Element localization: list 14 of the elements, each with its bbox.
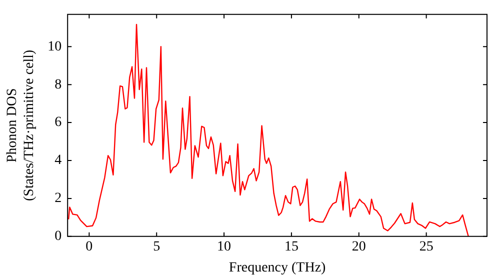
y-tick-label: 10 xyxy=(48,39,62,54)
x-axis-title: Frequency (THz) xyxy=(228,260,326,276)
y-tick-label: 4 xyxy=(54,153,62,168)
x-tick-label: 15 xyxy=(284,239,298,254)
y-tick-label: 0 xyxy=(54,229,62,244)
x-tick-label: 0 xyxy=(86,239,93,254)
x-tick-label: 20 xyxy=(352,239,366,254)
y-tick-label: 2 xyxy=(54,191,62,206)
y-tick-label: 8 xyxy=(54,77,62,92)
y-tick-label: 6 xyxy=(54,115,62,130)
x-tick-label: 10 xyxy=(217,239,232,254)
y-axis-title: Phonon DOS (States/THz·primitive cell) xyxy=(5,49,37,202)
x-tick-label: 25 xyxy=(419,239,434,254)
x-tick-label: 5 xyxy=(153,239,160,254)
